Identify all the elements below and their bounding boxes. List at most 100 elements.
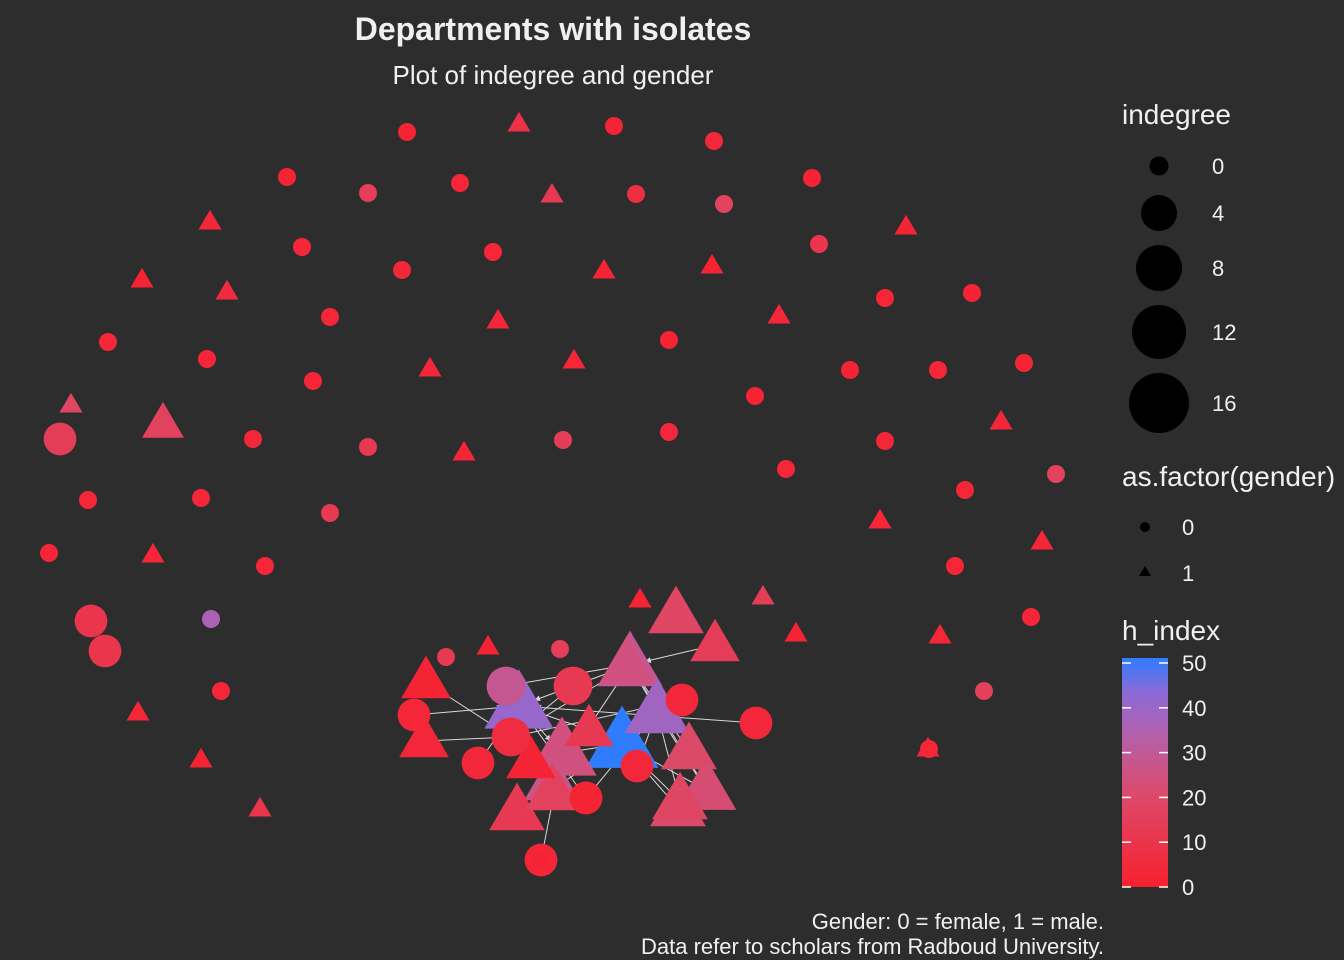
caption-line-1: Gender: 0 = female, 1 = male. bbox=[812, 909, 1104, 934]
node-79 bbox=[648, 585, 704, 634]
node-25 bbox=[486, 308, 510, 329]
legend-size-label-0: 0 bbox=[1212, 154, 1224, 179]
node-77 bbox=[532, 851, 550, 869]
node-50 bbox=[321, 504, 339, 522]
colorbar-label-10: 10 bbox=[1182, 830, 1206, 855]
legend-size-label-4: 4 bbox=[1212, 201, 1224, 226]
node-71 bbox=[437, 648, 455, 666]
node-32 bbox=[418, 356, 442, 377]
node-107 bbox=[569, 781, 603, 815]
node-6 bbox=[359, 184, 377, 202]
node-46 bbox=[989, 409, 1013, 430]
colorbar-label-30: 30 bbox=[1182, 741, 1206, 766]
node-74 bbox=[551, 640, 569, 658]
node-56 bbox=[256, 557, 274, 575]
node-97 bbox=[661, 721, 717, 770]
node-53 bbox=[40, 544, 58, 562]
node-78 bbox=[401, 655, 451, 699]
colorbar-label-40: 40 bbox=[1182, 696, 1206, 721]
node-85 bbox=[506, 735, 556, 779]
node-62 bbox=[126, 700, 150, 721]
node-45 bbox=[660, 423, 678, 441]
legend-size-label-12: 12 bbox=[1212, 320, 1236, 345]
node-84 bbox=[461, 746, 495, 780]
node-35 bbox=[929, 361, 947, 379]
node-101 bbox=[489, 782, 545, 831]
legend-size-dot-12 bbox=[1132, 305, 1186, 359]
node-103 bbox=[620, 749, 654, 783]
node-1 bbox=[398, 123, 416, 141]
node-90 bbox=[564, 703, 614, 747]
node-17 bbox=[215, 279, 239, 300]
node-89 bbox=[665, 683, 699, 717]
node-27 bbox=[963, 284, 981, 302]
colorbar-label-20: 20 bbox=[1182, 785, 1206, 810]
node-59 bbox=[946, 557, 964, 575]
node-41 bbox=[746, 387, 764, 405]
legend-gender-triangle bbox=[1139, 566, 1151, 576]
node-70 bbox=[88, 634, 122, 668]
node-28 bbox=[99, 333, 117, 351]
node-14 bbox=[293, 238, 311, 256]
node-21 bbox=[393, 261, 411, 279]
node-10 bbox=[715, 195, 733, 213]
node-26 bbox=[767, 303, 791, 324]
legend-indegree-title: indegree bbox=[1122, 99, 1231, 130]
node-49 bbox=[192, 489, 210, 507]
node-55 bbox=[1030, 529, 1054, 550]
node-47 bbox=[1047, 465, 1065, 483]
node-61 bbox=[928, 623, 952, 644]
node-19 bbox=[592, 258, 616, 279]
node-81 bbox=[399, 714, 449, 758]
legend-gender: as.factor(gender) 0 1 bbox=[1122, 461, 1335, 586]
node-88 bbox=[553, 666, 593, 706]
legend-size-dot-16 bbox=[1129, 373, 1189, 433]
caption-line-2: Data refer to scholars from Radboud Univ… bbox=[641, 934, 1104, 959]
node-34 bbox=[841, 361, 859, 379]
node-29 bbox=[198, 350, 216, 368]
node-7 bbox=[451, 174, 469, 192]
node-16 bbox=[130, 267, 154, 288]
node-44 bbox=[876, 432, 894, 450]
node-13 bbox=[894, 214, 918, 235]
node-33 bbox=[562, 348, 586, 369]
node-18 bbox=[810, 235, 828, 253]
node-11 bbox=[803, 169, 821, 187]
nodes-layer bbox=[40, 111, 1065, 877]
node-39 bbox=[244, 430, 262, 448]
chart-subtitle: Plot of indegree and gender bbox=[393, 60, 714, 90]
node-86 bbox=[486, 666, 526, 706]
node-51 bbox=[777, 460, 795, 478]
node-75 bbox=[628, 587, 652, 608]
node-76 bbox=[784, 621, 808, 642]
node-24 bbox=[321, 308, 339, 326]
node-37 bbox=[142, 401, 184, 438]
colorbar-label-0: 0 bbox=[1182, 875, 1194, 900]
node-73 bbox=[476, 634, 500, 655]
legend-size-dot-8 bbox=[1136, 245, 1182, 291]
legend-size-label-16: 16 bbox=[1212, 391, 1236, 416]
colorbar-label-50: 50 bbox=[1182, 651, 1206, 676]
node-36 bbox=[1015, 354, 1033, 372]
legend-size-dot-0 bbox=[1149, 156, 1169, 176]
node-3 bbox=[605, 117, 623, 135]
node-8 bbox=[540, 182, 564, 203]
legend-gender-label-1: 1 bbox=[1182, 561, 1194, 586]
node-63 bbox=[189, 747, 213, 768]
node-5 bbox=[278, 168, 296, 186]
node-30 bbox=[304, 372, 322, 390]
node-15 bbox=[484, 243, 502, 261]
node-12 bbox=[198, 209, 222, 230]
node-2 bbox=[507, 111, 531, 132]
node-43 bbox=[554, 431, 572, 449]
node-91 bbox=[739, 706, 773, 740]
node-80 bbox=[690, 618, 740, 662]
legend-h-index-title: h_index bbox=[1122, 615, 1220, 646]
legend-gender-circle bbox=[1140, 522, 1150, 532]
node-23 bbox=[876, 289, 894, 307]
legend-indegree: indegree 0 4 8 12 16 bbox=[1122, 99, 1236, 433]
node-9 bbox=[627, 185, 645, 203]
node-94 bbox=[624, 677, 690, 734]
node-105 bbox=[652, 771, 708, 820]
